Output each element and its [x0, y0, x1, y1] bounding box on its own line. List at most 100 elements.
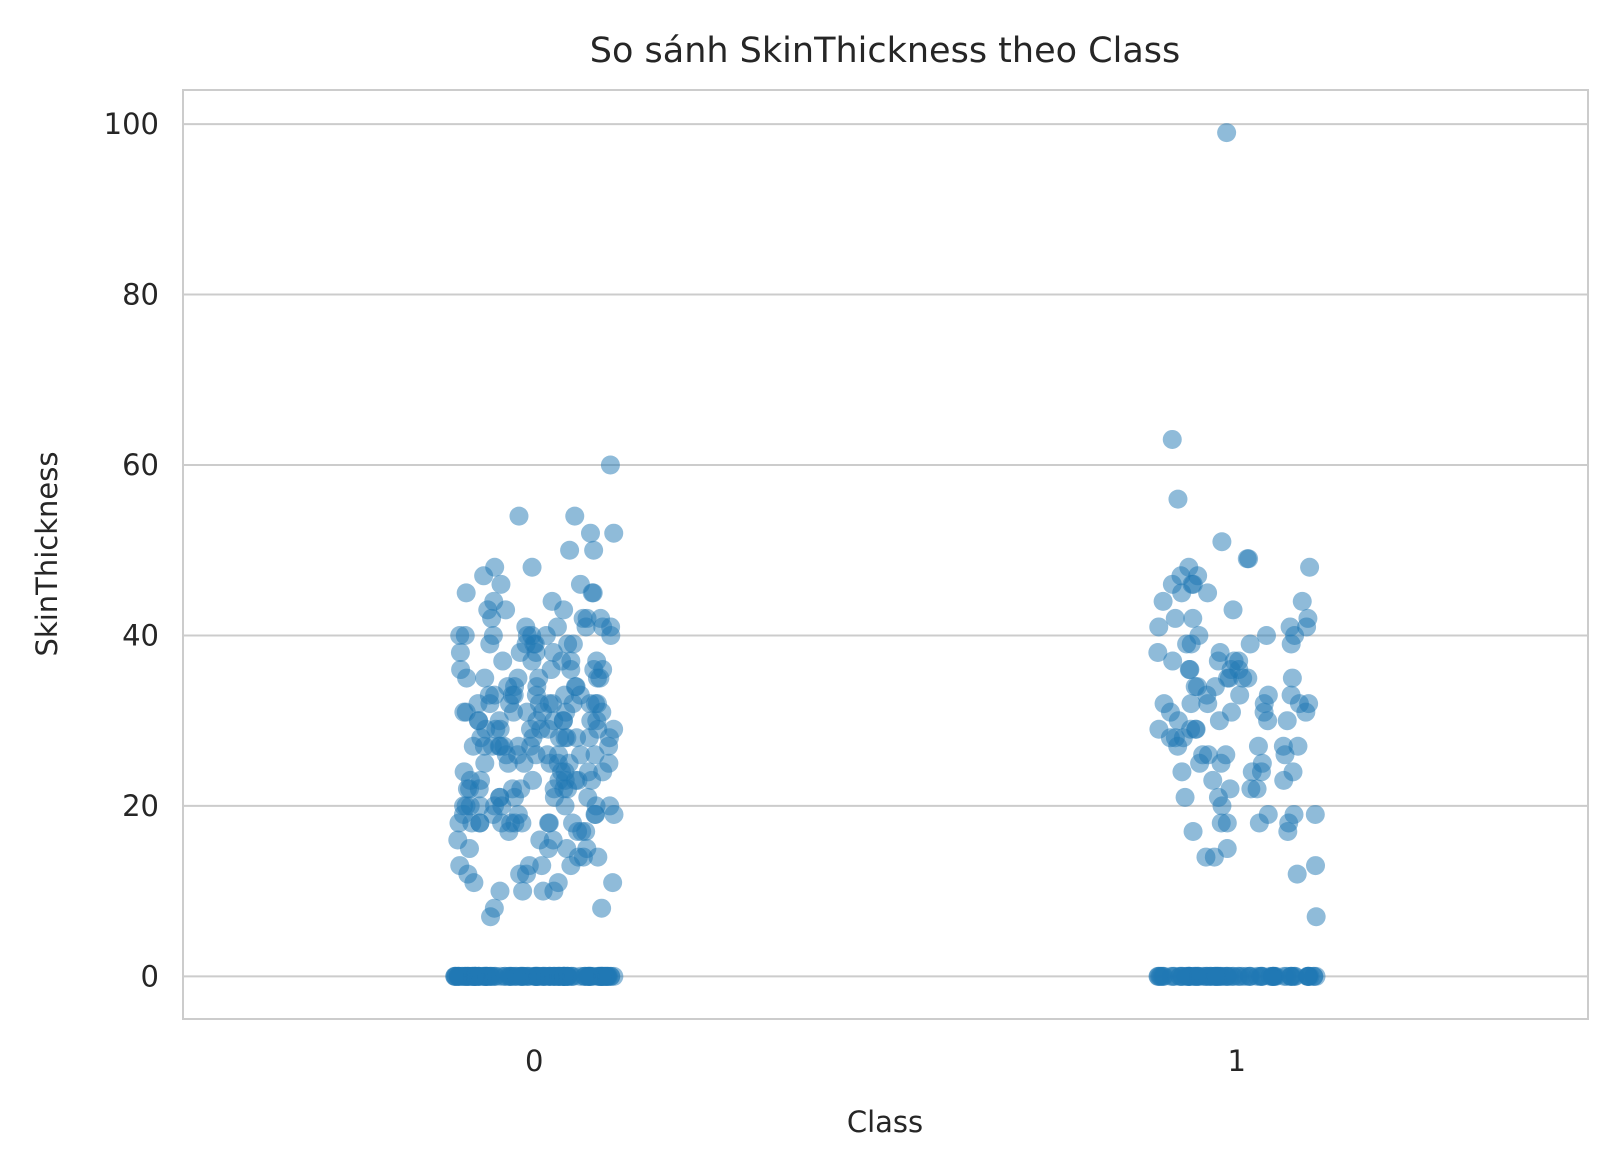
- data-point: [510, 966, 530, 986]
- data-point: [1283, 762, 1303, 782]
- x-axis-label: Class: [847, 1105, 923, 1139]
- data-point: [1168, 489, 1188, 509]
- data-point: [539, 813, 559, 833]
- y-axis-label: SkinThickness: [30, 452, 64, 657]
- data-point: [483, 625, 503, 645]
- data-point: [1284, 804, 1304, 824]
- data-point: [1229, 651, 1249, 671]
- data-point: [1217, 123, 1237, 143]
- data-point: [1149, 719, 1169, 739]
- data-point: [1300, 557, 1320, 577]
- data-point: [1280, 617, 1300, 637]
- data-point: [1248, 736, 1268, 756]
- data-point: [1260, 966, 1280, 986]
- data-point: [1287, 864, 1307, 884]
- data-point: [1217, 839, 1237, 859]
- data-point: [1197, 966, 1217, 986]
- data-point: [1212, 532, 1232, 552]
- data-point: [451, 660, 471, 680]
- data-point: [560, 540, 580, 560]
- data-point: [578, 762, 598, 782]
- data-point: [1306, 856, 1326, 876]
- data-point: [543, 830, 563, 850]
- data-point: [1305, 804, 1325, 824]
- data-point: [503, 779, 523, 799]
- y-gridlines: [183, 123, 1588, 978]
- data-point: [578, 787, 598, 807]
- data-point: [532, 856, 552, 876]
- data-point: [475, 753, 495, 773]
- data-point: [1183, 821, 1203, 841]
- data-point: [522, 557, 542, 577]
- data-point: [584, 540, 604, 560]
- data-point: [1181, 694, 1201, 714]
- data-point: [450, 643, 470, 663]
- data-point: [448, 830, 468, 850]
- data-point: [1298, 608, 1318, 628]
- data-point: [573, 608, 593, 628]
- data-point: [508, 804, 528, 824]
- data-point: [1175, 787, 1195, 807]
- data-point: [513, 881, 533, 901]
- data-point: [1172, 966, 1192, 986]
- y-tick-label: 40: [122, 618, 159, 652]
- data-point: [1180, 660, 1200, 680]
- data-point: [1281, 966, 1301, 986]
- data-point: [587, 694, 607, 714]
- data-point: [1203, 770, 1223, 790]
- data-point: [452, 966, 472, 986]
- data-point: [1172, 762, 1192, 782]
- data-point: [563, 813, 583, 833]
- data-point: [1237, 549, 1257, 569]
- data-point: [587, 651, 607, 671]
- data-point: [1216, 745, 1236, 765]
- data-point: [454, 702, 474, 722]
- data-point: [1252, 753, 1272, 773]
- data-point: [548, 873, 568, 893]
- data-point: [1163, 651, 1183, 671]
- data-point: [558, 634, 578, 654]
- data-point: [1186, 719, 1206, 739]
- data-point: [470, 796, 490, 816]
- data-point: [1154, 694, 1174, 714]
- data-point: [565, 506, 585, 526]
- data-point: [1210, 643, 1230, 663]
- data-point: [565, 677, 585, 697]
- data-point: [484, 591, 504, 611]
- data-point: [557, 839, 577, 859]
- data-point: [454, 762, 474, 782]
- data-point: [1306, 907, 1326, 927]
- data-point: [489, 711, 509, 731]
- data-point: [561, 651, 581, 671]
- data-point: [456, 583, 476, 603]
- data-point: [1148, 643, 1168, 663]
- data-point: [466, 966, 486, 986]
- data-point: [1281, 685, 1301, 705]
- y-tick-labels: 0 20 40 60 80 100: [104, 107, 159, 993]
- x-tick-label: 1: [1228, 1044, 1246, 1078]
- data-point: [484, 898, 504, 918]
- data-point: [542, 591, 562, 611]
- data-point: [580, 523, 600, 543]
- data-point: [493, 651, 513, 671]
- data-point: [1282, 668, 1302, 688]
- data-point: [547, 617, 567, 637]
- data-point: [1292, 591, 1312, 611]
- data-point: [1258, 804, 1278, 824]
- data-point: [1220, 779, 1240, 799]
- data-point: [1240, 634, 1260, 654]
- data-point: [604, 719, 624, 739]
- data-point: [1165, 608, 1185, 628]
- data-points: [445, 123, 1326, 986]
- data-point: [516, 617, 536, 637]
- data-point: [603, 873, 623, 893]
- y-tick-label: 60: [122, 448, 159, 482]
- data-point: [485, 557, 505, 577]
- data-point: [549, 745, 569, 765]
- data-point: [535, 966, 555, 986]
- data-point: [580, 966, 600, 986]
- data-point: [1247, 779, 1267, 799]
- data-point: [1198, 583, 1218, 603]
- data-point: [1230, 685, 1250, 705]
